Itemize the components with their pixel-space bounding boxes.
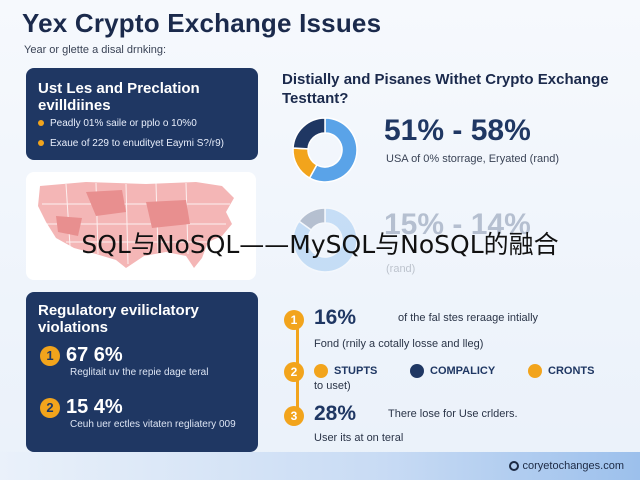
donut-chart-1 (292, 117, 358, 183)
legend-sub: to uset) (314, 380, 351, 392)
donut-segment (292, 117, 326, 150)
factors-card: Ust Les and Preclation evilldiines Peadl… (26, 68, 258, 160)
footer-bar: coryetochanges.com (0, 452, 640, 480)
list-item-sub: Fond (rnily a cotally losse and lleg) (314, 338, 484, 350)
stat-range-1-text: USA of 0% storrage, Eryated (rand) (386, 153, 560, 165)
list-item-sub: User its at on teral (314, 432, 404, 444)
legend-item-1: STUPTS (314, 364, 377, 378)
list-item-badge: 3 (284, 406, 304, 426)
legend-dot-icon (410, 364, 424, 378)
footer-link[interactable]: coryetochanges.com (508, 460, 625, 472)
legend-badge: 2 (284, 362, 304, 382)
list-item-text: of the fal stes reraage intially (398, 312, 539, 324)
list-item-text: There lose for Use crlders. (388, 408, 518, 420)
factors-card-heading: Ust Les and Preclation evilldiines (38, 80, 200, 114)
stat-text: Ceuh uer ectles vitaten regliatery 009 (70, 419, 236, 430)
violation-stat-2: 2 15 4% Ceuh uer ectles vitaten regliater… (40, 396, 240, 430)
legend-item-2: COMPALICY (410, 364, 495, 378)
legend-row: STUPTS COMPALICY CRONTS (314, 364, 624, 380)
bullet-dot-icon (38, 140, 44, 147)
page-subtitle: Year or glette a disal drnking: (24, 44, 167, 56)
list-item-badge: 1 (284, 310, 304, 330)
copyright-icon (508, 461, 519, 472)
donut-segment (292, 207, 358, 273)
factors-bullet-1-text: Peadly 01% saile or pplo o 10%0 (50, 118, 197, 129)
stat-value: 15 4% (66, 396, 123, 418)
stat-text: Reglitait uv the repie dage teral (70, 367, 209, 378)
legend-item-3: CRONTS (528, 364, 594, 378)
legend-label: CRONTS (548, 364, 595, 377)
legend-label: COMPALICY (430, 364, 496, 377)
page-title: Yex Crypto Exchange Issues (22, 8, 382, 38)
legend-label: STUPTS (334, 364, 378, 377)
violations-card: Regulatory eviliclatory violations 1 67 6… (26, 292, 258, 452)
legend-dot-icon (314, 364, 328, 378)
usa-map-card (26, 172, 256, 280)
stat-range-2-text: (rand) (386, 263, 416, 275)
stat-range-2: 15% - 14% (384, 208, 531, 241)
donut-chart-2 (292, 207, 358, 273)
stat-range-1: 51% - 58% (384, 114, 531, 147)
right-section-heading: Distially and Pisanes Withet Crypto Exch… (282, 71, 609, 107)
list-item-value: 28% (314, 402, 357, 425)
stat-badge: 1 (40, 345, 60, 366)
overlay-banner-text: SQL与NoSQL——MySQL与NoSQL的融合 (81, 230, 559, 259)
violation-stat-1: 1 67 6% Reglitait uv the repie dage teral (40, 344, 240, 378)
factors-bullet-2: Exaue of 229 to enudityet Eaymi S?/r9) (38, 138, 248, 149)
violations-card-heading: Regulatory eviliclatory violations (38, 302, 199, 336)
factors-bullet-1: Peadly 01% saile or pplo o 10%0 (38, 118, 248, 129)
list-item-value: 16% (314, 306, 357, 329)
footer-url: coryetochanges.com (522, 460, 625, 472)
usa-map-icon (38, 182, 234, 268)
factors-bullet-2-text: Exaue of 229 to enudityet Eaymi S?/r9) (50, 138, 224, 149)
donut-segment (298, 207, 326, 232)
bullet-dot-icon (38, 120, 44, 127)
legend-dot-icon (528, 364, 542, 378)
stat-value: 67 6% (66, 344, 123, 366)
donut-segment (308, 117, 358, 183)
stat-badge: 2 (40, 397, 60, 418)
